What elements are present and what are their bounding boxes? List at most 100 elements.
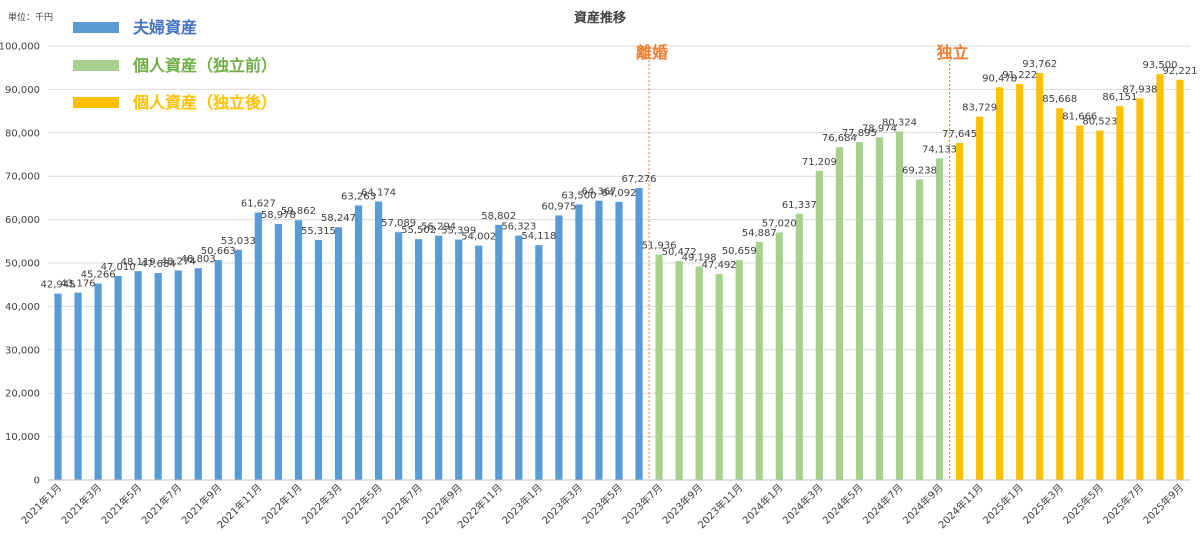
bar xyxy=(835,147,843,480)
x-tick-label: 2022年7月 xyxy=(379,481,425,527)
data-label: 57,020 xyxy=(762,219,797,230)
x-tick-label: 2024年5月 xyxy=(820,481,866,527)
bar xyxy=(314,239,323,480)
legend: 夫婦資産 個人資産（独立前） 個人資産（独立後） xyxy=(73,18,277,112)
data-label: 53,033 xyxy=(221,236,256,247)
bar xyxy=(174,270,182,480)
data-label: 58,978 xyxy=(261,210,296,221)
x-tick-label: 2021年1月 xyxy=(18,481,64,527)
bar xyxy=(1156,74,1164,481)
x-tick-label: 2023年9月 xyxy=(659,481,705,527)
bar xyxy=(595,200,603,480)
data-label: 48,119 xyxy=(121,257,156,268)
legend-label-personal-after: 個人資産（独立後） xyxy=(132,93,277,112)
data-label: 63,500 xyxy=(561,190,596,201)
x-tick-label: 2025年3月 xyxy=(1020,481,1066,527)
annotation-lines xyxy=(648,60,951,480)
data-label: 74,133 xyxy=(922,144,957,155)
x-tick-label: 2023年5月 xyxy=(579,481,625,527)
bar xyxy=(254,212,262,480)
bar xyxy=(735,260,743,480)
data-label: 47,684 xyxy=(141,259,176,270)
bar xyxy=(855,141,864,480)
bar xyxy=(996,87,1004,481)
x-tick-label: 2025年7月 xyxy=(1100,481,1146,527)
legend-label-couple: 夫婦資産 xyxy=(133,18,197,37)
bar xyxy=(775,232,783,480)
y-tick-label: 10,000 xyxy=(5,432,40,443)
bar xyxy=(294,220,303,480)
y-axis: 0 10,000 20,000 30,000 40,000 50,000 60,000 70,… xyxy=(0,42,40,487)
bar xyxy=(935,158,944,480)
bar xyxy=(154,273,162,480)
bar xyxy=(1096,130,1104,480)
bar xyxy=(1176,79,1184,480)
data-label: 54,002 xyxy=(461,232,496,243)
data-label: 42,945 xyxy=(41,280,76,291)
legend-swatch-couple xyxy=(73,22,119,33)
data-label: 77,895 xyxy=(842,128,877,139)
chart-title: 資産推移 xyxy=(574,10,626,26)
x-tick-label: 2024年1月 xyxy=(740,481,786,527)
data-label: 59,862 xyxy=(281,206,316,217)
data-label: 56,294 xyxy=(421,222,456,233)
data-label: 85,668 xyxy=(1042,94,1077,105)
x-axis: 2021年1月2021年3月2021年5月2021年7月2021年9月2021年… xyxy=(18,479,1190,531)
data-label: 80,523 xyxy=(1082,117,1117,128)
y-tick-label: 50,000 xyxy=(5,259,40,270)
data-label: 55,315 xyxy=(301,226,336,237)
data-label: 61,627 xyxy=(241,199,276,210)
data-labels: 42,94543,17645,26647,01048,11947,68448,2… xyxy=(41,59,1198,291)
bar xyxy=(1056,108,1064,481)
y-tick-label: 0 xyxy=(34,476,40,487)
data-label: 63,263 xyxy=(341,191,376,202)
bar xyxy=(715,273,723,480)
legend-label-personal-before: 個人資産（独立前） xyxy=(132,56,277,75)
bar xyxy=(74,292,82,480)
y-tick-label: 90,000 xyxy=(5,85,40,96)
x-tick-label: 2022年3月 xyxy=(299,481,345,527)
y-tick-label: 40,000 xyxy=(5,302,40,313)
bar xyxy=(455,239,463,480)
bar xyxy=(395,232,403,480)
bar xyxy=(655,254,663,480)
x-tick-label: 2022年1月 xyxy=(259,481,305,527)
data-label: 64,092 xyxy=(602,188,637,199)
data-label: 50,659 xyxy=(722,246,757,257)
data-label: 58,802 xyxy=(481,211,516,222)
bar xyxy=(374,201,383,480)
data-label: 58,247 xyxy=(321,213,356,224)
bar xyxy=(976,116,984,480)
data-label: 51,936 xyxy=(642,241,677,252)
data-label: 47,492 xyxy=(702,260,737,271)
x-tick-label: 2023年3月 xyxy=(539,481,585,527)
x-tick-label: 2024年9月 xyxy=(900,481,946,527)
data-label: 61,337 xyxy=(782,200,817,211)
data-label: 90,478 xyxy=(982,73,1017,84)
bar xyxy=(415,239,423,480)
data-label: 54,887 xyxy=(742,228,777,239)
annotation-labels: 離婚 独立 xyxy=(636,43,969,62)
data-label: 93,500 xyxy=(1142,60,1177,71)
bar xyxy=(214,260,222,480)
data-label: 49,198 xyxy=(682,252,717,263)
data-label: 81,666 xyxy=(1062,112,1097,123)
data-label: 91,222 xyxy=(1002,70,1037,81)
bar xyxy=(955,143,964,481)
bar xyxy=(1016,84,1024,480)
bar xyxy=(194,268,202,480)
bars xyxy=(54,73,1184,481)
legend-swatch-personal-after xyxy=(73,97,119,108)
data-label: 55,502 xyxy=(401,225,436,236)
bar xyxy=(1036,73,1044,480)
bar xyxy=(94,283,102,480)
y-tick-label: 100,000 xyxy=(0,42,40,53)
bar xyxy=(815,170,823,480)
x-tick-label: 2024年3月 xyxy=(780,481,826,527)
bar xyxy=(915,179,924,480)
data-label: 50,663 xyxy=(201,246,236,257)
data-label: 60,975 xyxy=(541,201,576,212)
data-label: 48,803 xyxy=(181,254,216,265)
bar xyxy=(134,271,142,480)
bar xyxy=(475,245,483,480)
